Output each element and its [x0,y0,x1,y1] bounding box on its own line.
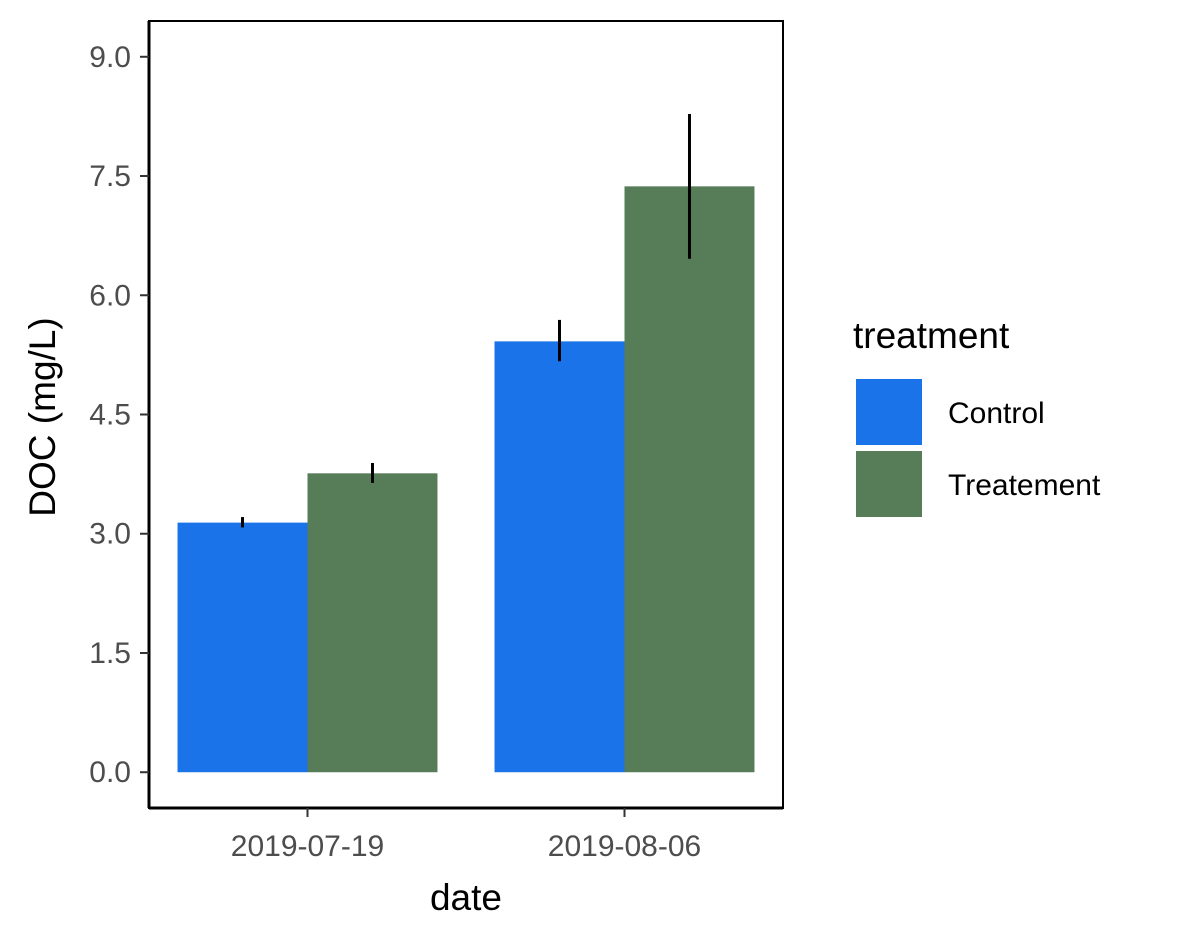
bars-layer [177,186,755,773]
x-tick-label: 2019-08-06 [548,830,701,863]
y-axis-title: DOC (mg/L) [22,317,63,516]
x-axis-title: date [430,877,502,918]
legend-key-control [856,379,922,445]
y-tick-label: 3.0 [89,518,131,551]
x-axis: 2019-07-19 2019-08-06 [231,808,701,863]
y-tick-label: 4.5 [89,399,131,432]
y-tick-label: 1.5 [89,637,131,670]
y-tick-label: 6.0 [89,279,131,312]
y-axis: 0.0 1.5 3.0 4.5 6.0 7.5 9.0 [89,41,149,789]
legend-label-control: Control [948,397,1045,430]
legend-title: treatment [853,315,1010,356]
legend-label-treatement: Treatement [948,469,1101,502]
legend-key-treatement [856,451,922,517]
y-tick-label: 7.5 [89,160,131,193]
bar-treatement-2019-07-19 [307,473,438,773]
legend: treatment Control Treatement [853,315,1101,517]
bar-control-2019-07-19 [177,522,308,773]
errorbars-layer [241,114,691,528]
x-tick-label: 2019-07-19 [231,830,384,863]
bar-treatement-2019-08-06 [624,186,755,773]
bar-control-2019-08-06 [494,341,625,773]
y-tick-label: 9.0 [89,41,131,74]
y-tick-label: 0.0 [89,756,131,789]
